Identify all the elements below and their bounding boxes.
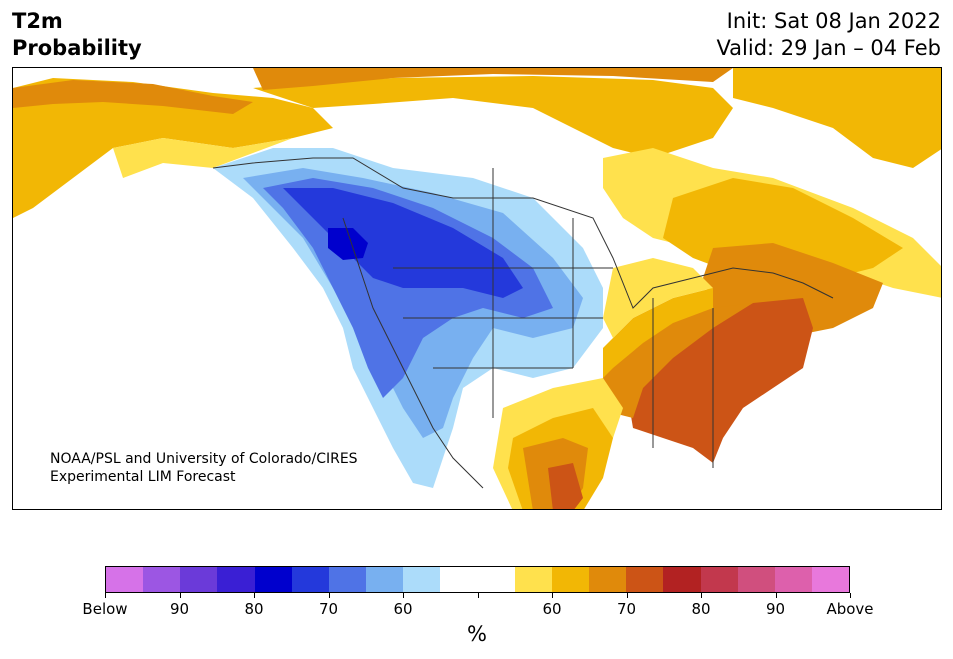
colorbar-segment — [626, 567, 664, 592]
colorbar-ticklabel: 60 — [542, 600, 562, 618]
colorbar-tickmark — [179, 593, 181, 598]
colorbar-segment — [217, 567, 255, 592]
colorbar-ticklabel: Below — [82, 600, 128, 618]
forecast-credit: NOAA/PSL and University of Colorado/CIRE… — [50, 450, 358, 486]
plains-yellow — [603, 258, 713, 338]
field-label: Probability — [12, 36, 142, 60]
valid-range: Valid: 29 Jan – 04 Feb — [716, 36, 941, 60]
variable-label: T2m — [12, 9, 63, 33]
colorbar-unit: % — [467, 622, 487, 646]
midwest-orange — [603, 303, 753, 418]
greenland — [733, 68, 941, 168]
colorbar-segment — [477, 567, 515, 592]
boundaries — [212, 157, 834, 489]
southeast-brown — [628, 298, 813, 463]
colorbar-segment — [366, 567, 404, 592]
colorbar-segment — [811, 567, 850, 592]
colorbar-tickmark — [105, 593, 106, 598]
colorbar-segment — [551, 567, 590, 592]
colorbar-tickmark — [626, 593, 628, 598]
alaska-region — [13, 78, 333, 218]
west-deepblue — [328, 228, 368, 260]
probability-colorbar — [105, 566, 850, 593]
colorbar-segment — [700, 567, 738, 592]
probability-map — [12, 67, 942, 510]
alaska-north-orange — [13, 80, 253, 114]
colorbar-segment — [514, 567, 552, 592]
colorbar-tickmark — [552, 593, 553, 598]
colorbar-tickmark — [328, 593, 330, 598]
colorbar-tickmark — [850, 593, 851, 598]
mexico-brown — [548, 463, 583, 509]
canada-north — [253, 76, 733, 158]
canada-arctic-orange — [253, 68, 733, 90]
colorbar-tickmark — [701, 593, 702, 598]
credit-line-2: Experimental LIM Forecast — [50, 469, 236, 485]
colorbar-tickmark — [477, 593, 479, 598]
colorbar-segment — [403, 567, 441, 592]
colorbar-tickmark — [403, 593, 404, 598]
midwest-yellow — [603, 288, 713, 378]
colorbar-tickmark — [254, 593, 255, 598]
colorbar-tickmark — [775, 593, 777, 598]
colorbar-segment — [328, 567, 367, 592]
colorbar-segment — [774, 567, 812, 592]
colorbar-segment — [180, 567, 218, 592]
map-title: T2m Probability — [12, 8, 142, 62]
colorbar-ticklabel: 90 — [765, 600, 786, 618]
colorbar-ticklabel: 70 — [318, 600, 339, 618]
forecast-dates: Init: Sat 08 Jan 2022 Valid: 29 Jan – 04… — [716, 8, 941, 62]
colorbar-ticklabel: Above — [826, 600, 874, 618]
colorbar-ticklabel: 60 — [393, 600, 413, 618]
colorbar-segment — [106, 567, 144, 592]
colorbar-segment — [589, 567, 627, 592]
colorbar-segment — [440, 567, 478, 592]
colorbar-segment — [663, 567, 701, 592]
colorbar-segment — [143, 567, 181, 592]
colorbar-ticklabel: 70 — [616, 600, 637, 618]
colorbar-ticklabel: 80 — [244, 600, 264, 618]
map-canvas — [13, 68, 941, 509]
credit-line-1: NOAA/PSL and University of Colorado/CIRE… — [50, 451, 358, 467]
alaska-coast-yellow — [113, 138, 293, 178]
colorbar-segment — [291, 567, 329, 592]
west-darkblue — [283, 188, 523, 298]
colorbar-ticklabel: 80 — [691, 600, 711, 618]
colorbar-ticklabel: 90 — [169, 600, 190, 618]
init-date: Init: Sat 08 Jan 2022 — [726, 9, 941, 33]
colorbar-segment — [737, 567, 775, 592]
colorbar-segment — [254, 567, 292, 592]
